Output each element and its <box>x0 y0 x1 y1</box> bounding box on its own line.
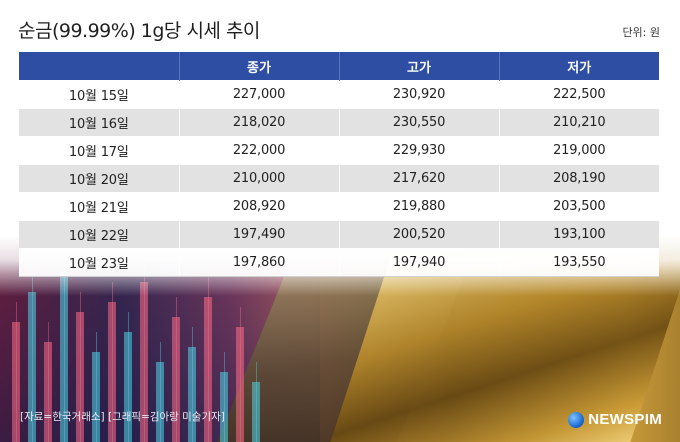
header-date <box>19 52 179 81</box>
candle-wick <box>16 302 17 442</box>
cell-date: 10월 16일 <box>19 108 179 137</box>
price-table: 종가 고가 저가 10월 15일 227,000 230,920 222,500… <box>19 52 659 277</box>
cell-date: 10월 20일 <box>19 164 179 193</box>
newspim-logo: NEWSPIM <box>568 411 662 428</box>
candle-wick <box>64 252 65 442</box>
candle-mark <box>92 352 100 442</box>
cell-low: 208,190 <box>498 164 659 193</box>
candle-mark <box>204 297 212 442</box>
candle-mark <box>220 372 228 442</box>
table-row: 10월 22일 197,490 200,520 193,100 <box>19 220 659 249</box>
table-row: 10월 20일 210,000 217,620 208,190 <box>19 164 659 193</box>
candle-wick <box>208 277 209 442</box>
cell-date: 10월 15일 <box>19 80 179 109</box>
candle-mark <box>172 317 180 442</box>
cell-close: 197,490 <box>178 220 339 249</box>
candle-mark <box>156 362 164 442</box>
cell-date: 10월 21일 <box>19 192 179 221</box>
cell-low: 193,100 <box>498 220 659 249</box>
cell-close: 197,860 <box>178 248 339 277</box>
candle-mark <box>28 292 36 442</box>
cell-low: 222,500 <box>498 80 659 109</box>
cell-close: 222,000 <box>178 136 339 165</box>
cell-close: 218,020 <box>178 108 339 137</box>
candle-mark <box>188 347 196 442</box>
candle-mark <box>76 312 84 442</box>
candle-mark <box>44 342 52 442</box>
header-low: 저가 <box>498 52 659 81</box>
candle-wick <box>32 272 33 442</box>
header-close: 종가 <box>178 52 339 81</box>
candle-wick <box>80 292 81 442</box>
candle-mark <box>140 282 148 442</box>
candle-wick <box>48 322 49 442</box>
candle-wick <box>144 262 145 442</box>
cell-close: 227,000 <box>178 80 339 109</box>
cell-date: 10월 23일 <box>19 248 179 277</box>
candle-wick <box>96 332 97 442</box>
cell-high: 219,880 <box>338 192 499 221</box>
candle-wick <box>240 307 241 442</box>
candle-mark <box>60 272 68 442</box>
cell-high: 197,940 <box>338 248 499 277</box>
candle-wick <box>176 297 177 442</box>
chart-title: 순금(99.99%) 1g당 시세 추이 <box>18 20 260 42</box>
candle-wick <box>112 282 113 442</box>
table-row: 10월 21일 208,920 219,880 203,500 <box>19 192 659 221</box>
cell-low: 203,500 <box>498 192 659 221</box>
candle-mark <box>12 322 20 442</box>
table-header-row: 종가 고가 저가 <box>19 52 659 81</box>
cell-date: 10월 17일 <box>19 136 179 165</box>
cell-high: 217,620 <box>338 164 499 193</box>
logo-text: NEWSPIM <box>588 411 662 428</box>
candle-mark <box>124 332 132 442</box>
cell-close: 210,000 <box>178 164 339 193</box>
logo-mark-icon <box>568 411 585 428</box>
cell-high: 230,550 <box>338 108 499 137</box>
source-credit: [자료=한국거래소] [그래픽=김아랑 미술기자] <box>20 411 225 423</box>
cell-low: 210,210 <box>498 108 659 137</box>
candle-wick <box>256 362 257 442</box>
table-row: 10월 17일 222,000 229,930 219,000 <box>19 136 659 165</box>
cell-high: 230,920 <box>338 80 499 109</box>
candle-mark <box>108 302 116 442</box>
candle-mark <box>236 327 244 442</box>
candle-wick <box>128 312 129 442</box>
candle-wick <box>160 342 161 442</box>
table-row: 10월 23일 197,860 197,940 193,550 <box>19 248 659 277</box>
cell-low: 193,550 <box>498 248 659 277</box>
cell-high: 229,930 <box>338 136 499 165</box>
unit-label: 단위: 원 <box>622 26 660 39</box>
table-row: 10월 16일 218,020 230,550 210,210 <box>19 108 659 137</box>
candle-wick <box>224 352 225 442</box>
cell-high: 200,520 <box>338 220 499 249</box>
candle-wick <box>192 327 193 442</box>
cell-date: 10월 22일 <box>19 220 179 249</box>
cell-low: 219,000 <box>498 136 659 165</box>
table-row: 10월 15일 227,000 230,920 222,500 <box>19 80 659 109</box>
header-high: 고가 <box>338 52 499 81</box>
candle-mark <box>252 382 260 442</box>
cell-close: 208,920 <box>178 192 339 221</box>
